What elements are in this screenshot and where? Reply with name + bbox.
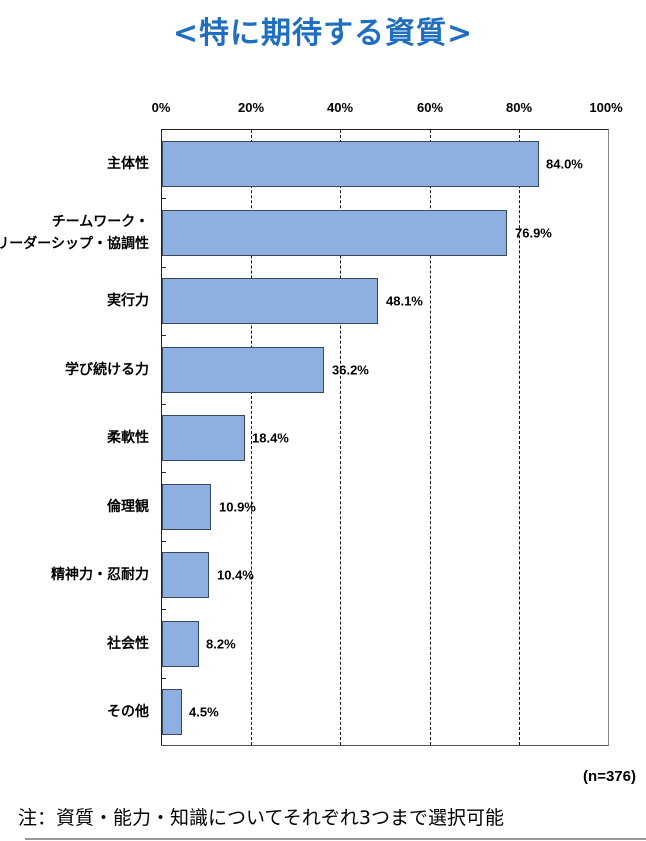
x-tick-0: 0%	[151, 100, 171, 115]
value-label: 18.4%	[252, 430, 289, 446]
category-label-line1: チームワーク・	[51, 214, 149, 230]
category-label: 柔軟性	[107, 430, 149, 446]
bar-juunansei	[162, 415, 245, 461]
category-label-multiline: チームワーク・ リーダーシップ・協調性	[0, 211, 149, 255]
category-label: 学び続ける力	[65, 362, 149, 378]
value-label: 36.2%	[332, 362, 369, 378]
sample-size: (n=376)	[583, 768, 636, 785]
gridline-40	[340, 130, 341, 745]
bar-sonota	[162, 689, 182, 735]
x-tick-100: 100%	[589, 100, 623, 115]
y-tick	[161, 198, 166, 199]
x-tick-40: 40%	[326, 100, 354, 115]
category-label: その他	[107, 704, 149, 720]
category-label: 倫理観	[107, 499, 149, 515]
bar-shakaisei	[162, 621, 199, 667]
footnote: 注：資質・能力・知識についてそれぞれ3つまで選択可能	[18, 807, 504, 829]
bar-seishinryoku	[162, 552, 209, 598]
plot-area	[161, 129, 609, 746]
bottom-divider	[25, 838, 646, 840]
bar-jikkouryoku	[162, 278, 378, 324]
x-tick-80: 80%	[505, 100, 533, 115]
category-label: 実行力	[107, 293, 149, 309]
gridline-60	[430, 130, 431, 745]
value-label: 4.5%	[189, 704, 219, 720]
chart-title: <特に期待する資質>	[172, 16, 474, 51]
value-label: 48.1%	[386, 293, 423, 309]
bar-shutaisei	[162, 141, 539, 187]
value-label: 10.4%	[217, 567, 254, 583]
category-label: 主体性	[107, 156, 149, 172]
x-tick-60: 60%	[416, 100, 444, 115]
gridline-80	[519, 130, 520, 745]
y-tick	[161, 609, 166, 610]
bar-manabitsuzukeru	[162, 347, 324, 393]
value-label: 8.2%	[206, 636, 236, 652]
x-tick-20: 20%	[237, 100, 265, 115]
y-tick	[161, 335, 166, 336]
y-tick	[161, 541, 166, 542]
bar-rinrikan	[162, 484, 211, 530]
value-label: 84.0%	[546, 156, 583, 172]
value-label: 10.9%	[219, 499, 256, 515]
y-tick	[161, 404, 166, 405]
value-label: 76.9%	[515, 225, 552, 241]
category-label: 精神力・忍耐力	[51, 567, 149, 583]
category-label-line2: リーダーシップ・協調性	[0, 236, 149, 252]
bar-teamwork	[162, 210, 507, 256]
gridline-20	[251, 130, 252, 745]
y-tick	[161, 267, 166, 268]
y-tick	[161, 472, 166, 473]
y-tick	[161, 678, 166, 679]
category-label: 社会性	[107, 636, 149, 652]
